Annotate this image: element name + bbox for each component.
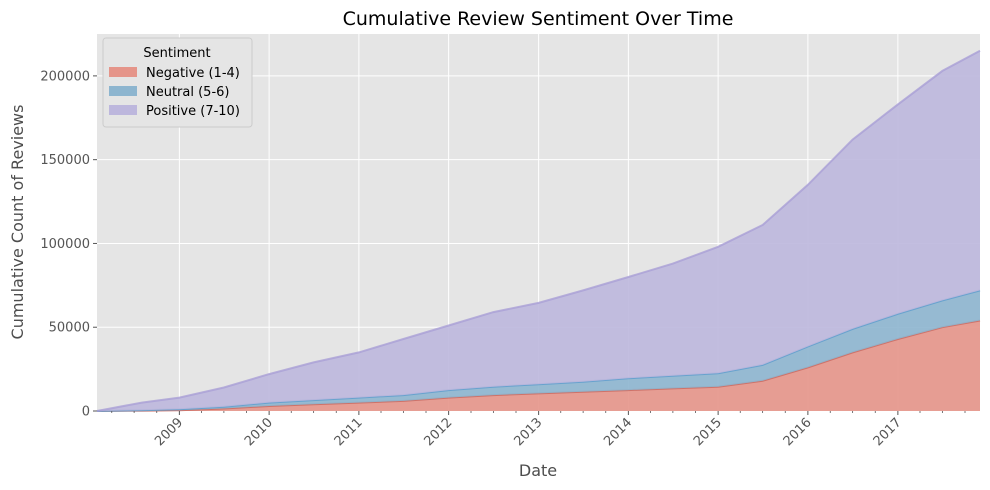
y-tick-label: 200000 — [40, 69, 90, 84]
area-series — [96, 49, 981, 412]
x-axis-title: Date — [519, 461, 557, 480]
legend-title: Sentiment — [143, 46, 210, 61]
legend-swatch-negative — [109, 67, 137, 77]
area-neutral — [97, 290, 980, 411]
legend-swatch-neutral — [109, 86, 137, 96]
y-tick-label: 100000 — [40, 237, 90, 252]
legend-label-neutral: Neutral (5-6) — [146, 85, 230, 100]
y-tick-label: 150000 — [40, 153, 90, 168]
legend-label-positive: Positive (7-10) — [146, 104, 240, 119]
y-axis-title: Cumulative Count of Reviews — [8, 105, 27, 340]
y-tick-label: 0 — [82, 405, 90, 420]
area-edge-positive — [96, 49, 981, 412]
legend: Sentiment Negative (1-4) Neutral (5-6) Pos… — [102, 37, 253, 128]
area-positive — [97, 50, 980, 412]
legend-swatch-positive — [109, 105, 137, 115]
y-axis: 0 50000 100000 150000 200000 — [40, 69, 97, 420]
legend-label-negative: Negative (1-4) — [146, 66, 240, 81]
chart-title: Cumulative Review Sentiment Over Time — [343, 8, 734, 30]
area-negative — [97, 320, 980, 411]
y-tick-label: 50000 — [49, 321, 90, 336]
legend-box — [102, 37, 253, 128]
